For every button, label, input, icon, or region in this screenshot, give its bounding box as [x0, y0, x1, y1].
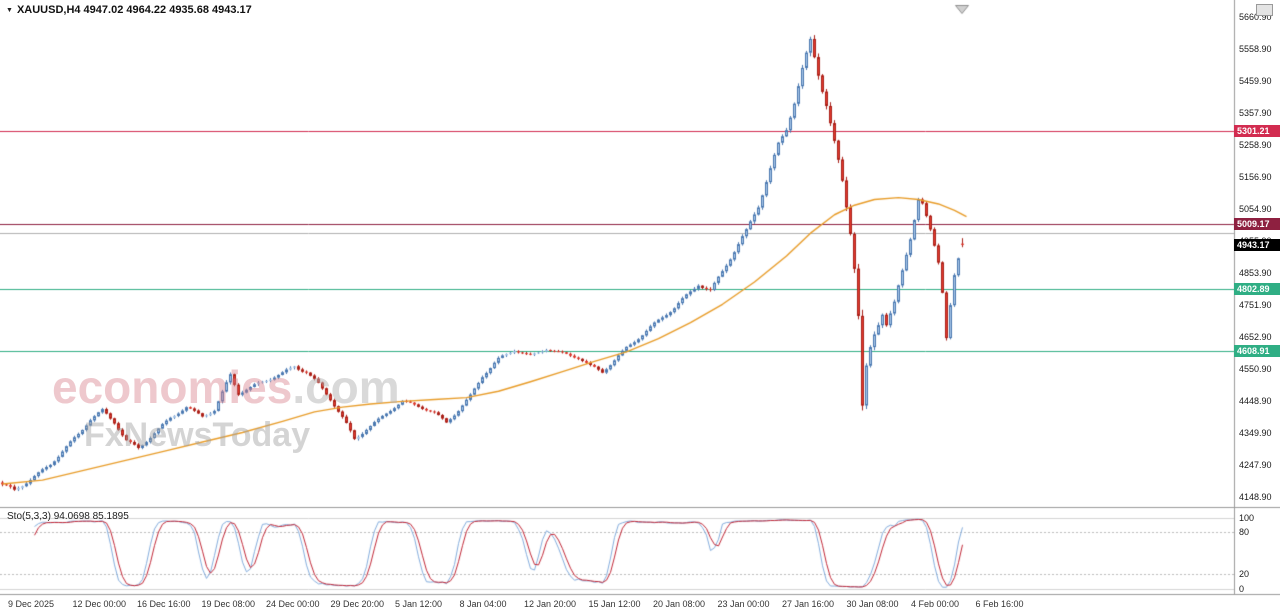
date-axis-label: 29 Dec 20:00: [330, 599, 385, 609]
price-axis-label: 5357.90: [1239, 108, 1272, 118]
date-axis-label: 6 Feb 16:00: [975, 599, 1024, 609]
price-axis-label: 4448.90: [1239, 396, 1272, 406]
price-axis-label: 5156.90: [1239, 172, 1272, 182]
date-axis-label: 9 Dec 2025: [8, 599, 55, 609]
price-axis-label: 4652.90: [1239, 332, 1272, 342]
symbol-info-bar: ▼ XAUUSD,H4 4947.02 4964.22 4935.68 4943…: [6, 4, 252, 16]
price-axis-label: 4853.90: [1239, 268, 1272, 278]
date-axis[interactable]: 9 Dec 2025 12 Dec 00:00 16 Dec 16:00 19 Dec…: [0, 594, 1234, 616]
stochastic-level-label: 0: [1239, 583, 1245, 594]
date-axis-label: 12 Jan 20:00: [524, 599, 577, 609]
price-level-badge: 4802.89: [1234, 283, 1280, 296]
price-level-badge: 5301.21: [1234, 125, 1280, 138]
date-axis-label: 5 Jan 12:00: [395, 599, 443, 609]
date-axis-label: 19 Dec 08:00: [201, 599, 256, 609]
date-axis-label: 27 Jan 16:00: [782, 599, 835, 609]
symbol-ohlc-text: XAUUSD,H4 4947.02 4964.22 4935.68 4943.1…: [16, 4, 252, 16]
price-axis-label: 5054.90: [1239, 204, 1272, 214]
price-axis-label: 4751.90: [1239, 300, 1272, 310]
axis-corner-button[interactable]: [1256, 4, 1273, 16]
date-axis-label: 8 Jan 04:00: [459, 599, 507, 609]
date-axis-label: 20 Jan 08:00: [653, 599, 706, 609]
price-axis-label: 4247.90: [1239, 460, 1272, 470]
date-axis-label: 24 Dec 00:00: [266, 599, 320, 609]
price-axis[interactable]: 5660.90 5558.90 5459.90 5357.90 5258.90 5156.…: [1234, 0, 1280, 594]
price-axis-label: 5258.90: [1239, 140, 1272, 150]
price-axis-label: 4148.90: [1239, 492, 1272, 502]
price-level-badge: 4943.17: [1234, 238, 1280, 251]
price-level-badge: 4608.91: [1234, 344, 1280, 357]
stochastic-level-label: 20: [1239, 569, 1250, 580]
price-level-badge: 5009.17: [1234, 217, 1280, 230]
price-axis-label: 4550.90: [1239, 364, 1272, 374]
date-axis-label: 16 Dec 16:00: [137, 599, 191, 609]
price-axis-label: 5660.90: [1239, 12, 1272, 22]
stochastic-label: Sto(5,3,3) 94.0698 85.1895: [7, 511, 129, 522]
price-axis-label: 4349.90: [1239, 428, 1272, 438]
stochastic-level-label: 100: [1239, 513, 1255, 523]
date-axis-label: 15 Jan 12:00: [588, 599, 641, 609]
price-axis-label: 5459.90: [1239, 76, 1272, 86]
price-axis-label: 5558.90: [1239, 44, 1272, 54]
stochastic-level-label: 80: [1239, 527, 1250, 538]
symbol-dropdown-icon[interactable]: ▼: [6, 6, 13, 14]
date-axis-label: 30 Jan 08:00: [846, 599, 899, 609]
date-axis-label: 12 Dec 00:00: [72, 599, 127, 609]
date-axis-label: 23 Jan 00:00: [717, 599, 770, 609]
date-axis-label: 4 Feb 00:00: [911, 599, 960, 609]
